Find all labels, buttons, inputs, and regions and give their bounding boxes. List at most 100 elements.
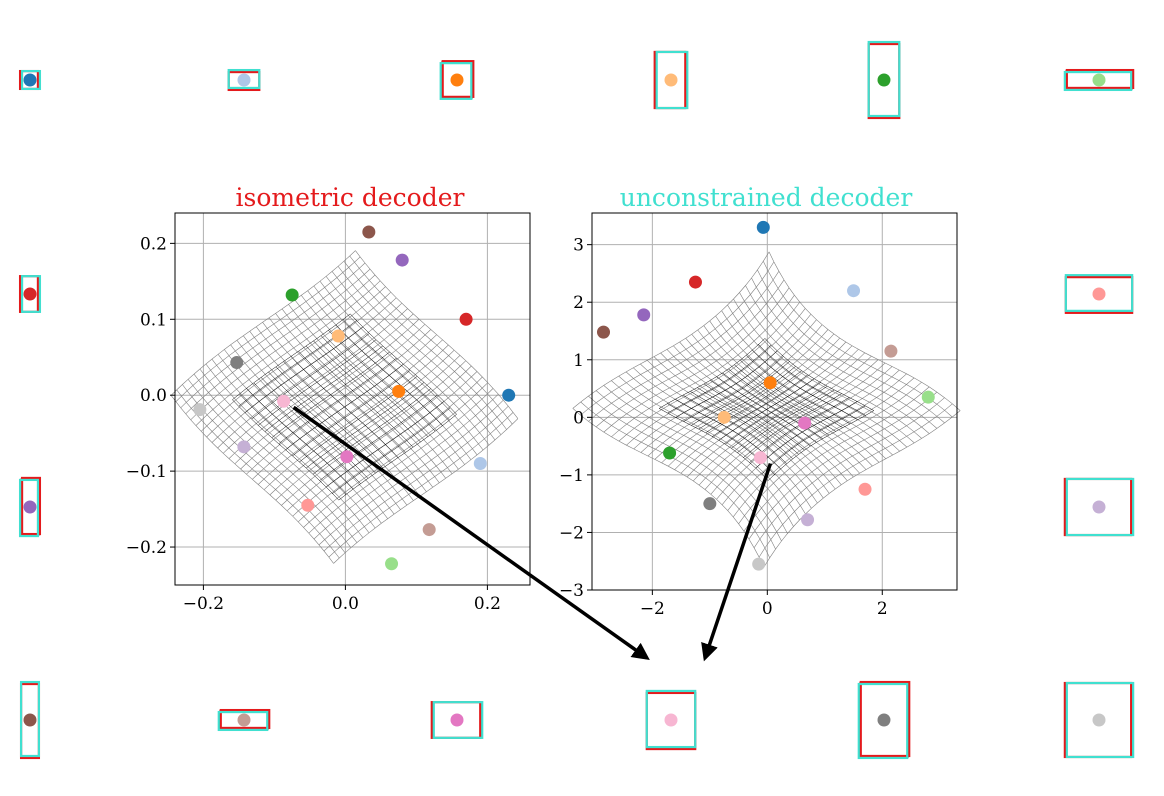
- rectangle-glyph: [1063, 477, 1135, 537]
- mesh-line: [626, 308, 806, 446]
- data-point-7: [858, 482, 872, 496]
- x-tick-label: −2: [640, 599, 665, 619]
- inner-mesh-line: [325, 401, 445, 488]
- inner-mesh-line: [725, 382, 821, 445]
- rectangle-glyph: [19, 680, 41, 760]
- unconstrained-mesh: [572, 251, 961, 568]
- data-point-10: [362, 225, 376, 239]
- x-tick-label: 0.2: [474, 594, 501, 614]
- y-tick-label: −3: [559, 581, 584, 601]
- data-point-10: [596, 325, 610, 339]
- isometric-rect: [1065, 68, 1135, 90]
- isometric-rect: [219, 708, 271, 730]
- rectangle-glyph: [857, 680, 911, 760]
- rectangle-glyph: [653, 50, 689, 110]
- inner-mesh-line: [740, 360, 843, 428]
- data-point-12: [798, 416, 812, 430]
- y-tick-label: −1: [559, 466, 584, 486]
- rectangle-glyph: [439, 60, 475, 100]
- mesh-line: [748, 391, 938, 540]
- inner-mesh-line: [313, 340, 421, 443]
- unconstrained-rect: [1063, 70, 1133, 92]
- inner-mesh-line: [312, 388, 431, 475]
- mesh-line: [318, 399, 504, 546]
- rectangle-point: [1092, 287, 1106, 301]
- rectangle-glyph: [227, 68, 261, 92]
- x-tick-label: 0.0: [332, 594, 359, 614]
- unconstrained-rect: [18, 478, 40, 538]
- mesh-line: [337, 266, 502, 435]
- rectangle-glyph: [1063, 68, 1135, 92]
- arrows: [292, 405, 773, 662]
- inner-mesh-line: [319, 394, 438, 481]
- mesh-line: [313, 393, 499, 540]
- unconstrained-rect: [1064, 274, 1134, 312]
- isometric-mesh: [170, 250, 519, 564]
- inner-mesh-line: [335, 324, 443, 426]
- data-point-5: [385, 557, 399, 571]
- mesh-line: [727, 373, 907, 511]
- mesh-line: [743, 386, 930, 532]
- arrow: [701, 463, 773, 662]
- mesh-line: [763, 410, 961, 568]
- inner-mesh-line: [746, 355, 851, 425]
- y-tick-label: −0.2: [126, 538, 167, 558]
- data-point-13: [753, 451, 767, 465]
- rectangle-glyphs: [18, 40, 1135, 760]
- inner-mesh-line: [734, 364, 836, 432]
- data-point-1: [847, 284, 861, 298]
- rectangle-point: [664, 713, 678, 727]
- data-point-9: [801, 513, 815, 527]
- rectangle-glyph: [217, 708, 271, 732]
- inner-mesh-line: [306, 382, 425, 469]
- inner-mesh-line: [320, 335, 429, 437]
- mesh-line: [349, 255, 513, 425]
- rectangle-point: [1092, 73, 1106, 87]
- inner-mesh-line: [767, 410, 874, 481]
- data-point-4: [285, 288, 299, 302]
- inner-mesh-line: [716, 376, 817, 443]
- unconstrained-points: [596, 220, 935, 571]
- inner-mesh-line: [290, 356, 399, 458]
- rectangle-point: [1092, 713, 1106, 727]
- data-point-1: [473, 457, 487, 471]
- inner-mesh-line: [737, 389, 835, 453]
- mesh-line: [625, 371, 806, 515]
- data-point-9: [237, 440, 251, 454]
- data-point-7: [301, 498, 315, 512]
- rectangle-point: [1092, 500, 1106, 514]
- x-tick-label: −0.2: [183, 594, 224, 614]
- y-tick-label: 2: [573, 293, 584, 313]
- unconstrained-rect: [19, 680, 41, 758]
- unconstrained-rect: [655, 50, 689, 110]
- data-point-14: [703, 497, 717, 511]
- unconstrained-plot-area: [591, 212, 958, 591]
- data-point-5: [921, 390, 935, 404]
- data-point-12: [340, 450, 354, 464]
- isometric-rect: [859, 680, 911, 758]
- rectangle-point: [877, 713, 891, 727]
- mesh-line: [745, 285, 930, 434]
- mesh-line: [333, 418, 519, 564]
- unconstrained-rect: [20, 275, 42, 313]
- isometric-rect: [20, 476, 42, 536]
- isometric-grid: [175, 213, 530, 585]
- inner-mesh-line: [298, 351, 406, 453]
- x-tick-label: 0: [762, 599, 773, 619]
- mesh-line: [328, 412, 514, 558]
- isometric-decoder-title: isometric decoder: [236, 183, 465, 212]
- rectangle-glyph: [1063, 681, 1135, 759]
- data-point-0: [502, 388, 516, 402]
- unconstrained-decoder-title: unconstrained decoder: [620, 183, 913, 212]
- data-point-2: [763, 376, 777, 390]
- data-point-2: [392, 384, 406, 398]
- inner-mesh-line: [758, 344, 866, 416]
- unconstrained-rect: [217, 710, 269, 732]
- data-point-3: [331, 329, 345, 343]
- mesh-line: [751, 277, 938, 429]
- unconstrained-rect: [439, 62, 473, 100]
- mesh-line: [343, 261, 507, 430]
- inner-mesh-line: [350, 313, 457, 415]
- y-tick-label: 0.0: [140, 386, 167, 406]
